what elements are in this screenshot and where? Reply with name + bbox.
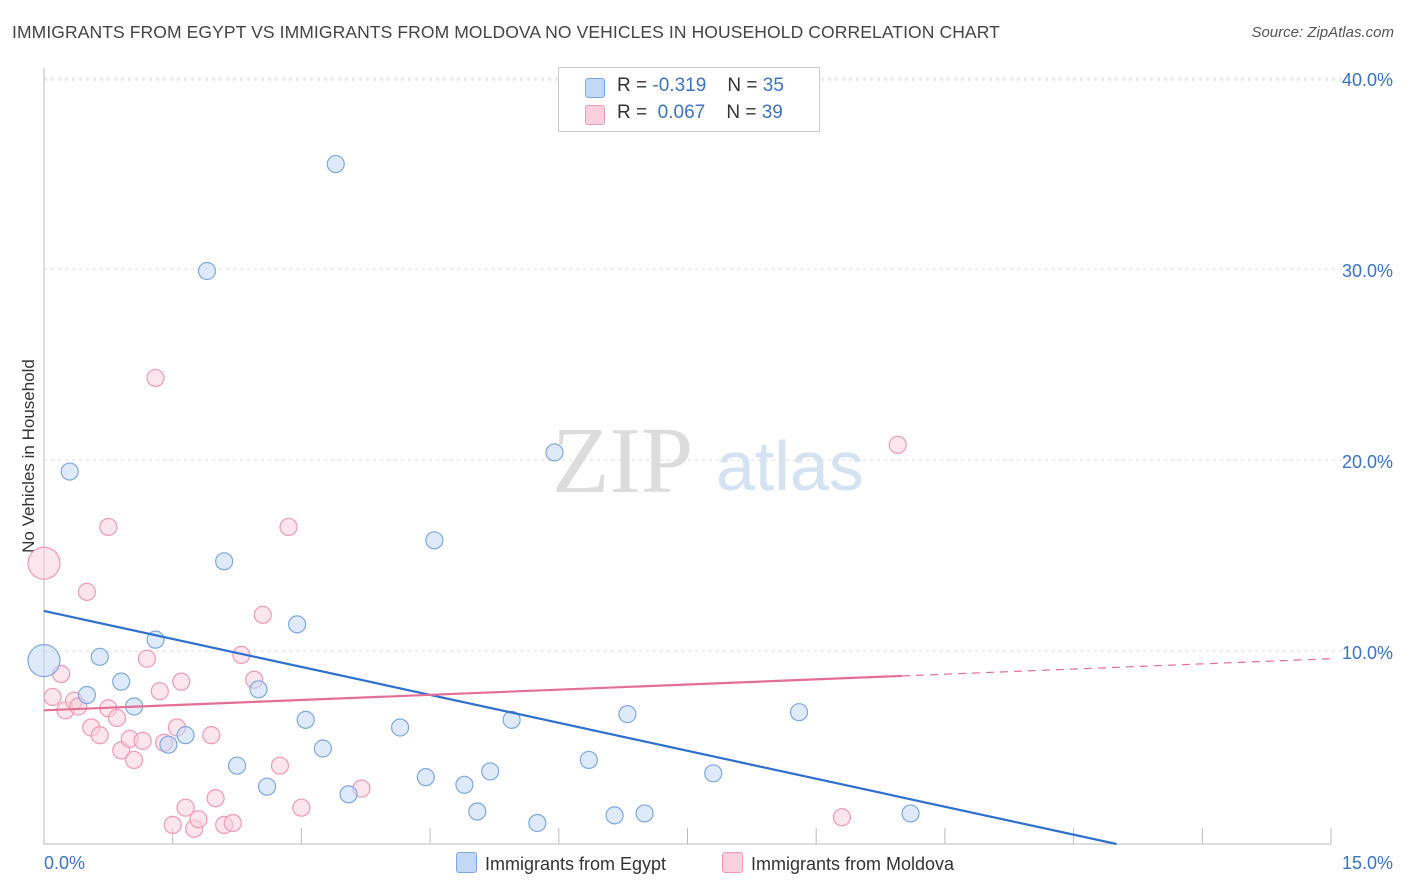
moldova-point: [189, 810, 208, 829]
egypt-point: [579, 750, 598, 770]
egypt-point: [339, 785, 358, 804]
egypt-r-value: -0.319: [652, 75, 707, 96]
x-tick-label-min: 0.0%: [44, 853, 85, 873]
moldova-point: [43, 687, 62, 707]
egypt-point: [455, 775, 474, 794]
moldova-point: [206, 789, 225, 808]
moldova-point: [832, 808, 852, 827]
egypt-point: [112, 672, 131, 691]
egypt-point: [704, 764, 723, 783]
egypt-point: [326, 154, 345, 174]
moldova-point: [146, 368, 165, 388]
egypt-point: [27, 644, 61, 678]
moldova-point: [137, 649, 157, 668]
x-tick-label-max: 15.0%: [1342, 853, 1393, 873]
moldova-point: [176, 798, 195, 817]
chart-title: IMMIGRANTS FROM EGYPT VS IMMIGRANTS FROM…: [12, 22, 1000, 42]
egypt-point: [90, 647, 109, 666]
moldova-point: [77, 582, 97, 601]
egypt-point: [605, 806, 624, 825]
moldova-point: [253, 605, 272, 624]
moldova-point: [90, 726, 109, 745]
watermark-atlas: atlas: [716, 427, 864, 505]
egypt-point: [502, 710, 521, 729]
egypt-point: [618, 705, 637, 724]
egypt-point: [468, 802, 487, 821]
moldova-legend-swatch: [722, 852, 743, 873]
egypt-point: [416, 768, 435, 787]
moldova-point: [124, 750, 144, 770]
y-tick-label: 30.0%: [1342, 261, 1393, 281]
egypt-point: [425, 531, 444, 550]
egypt-point: [901, 804, 920, 823]
egypt-point: [249, 680, 268, 699]
moldova-point: [150, 682, 169, 701]
moldova-r-label: R =: [617, 102, 648, 123]
egypt-point: [159, 735, 178, 754]
trend-lines: [43, 609, 1332, 846]
egypt-point: [257, 777, 277, 796]
bottom-legend-moldova: Immigrants from Moldova: [722, 852, 954, 875]
moldova-point: [107, 708, 127, 728]
egypt-swatch: [585, 78, 605, 98]
moldova-point: [888, 435, 907, 454]
moldova-point: [27, 546, 61, 580]
moldova-point: [172, 672, 191, 691]
egypt-point: [789, 703, 809, 722]
egypt-point: [528, 813, 547, 833]
egypt-point: [390, 718, 410, 737]
moldova-point: [99, 517, 118, 537]
egypt-point: [197, 261, 217, 281]
egypt-point: [481, 762, 500, 781]
egypt-point: [227, 756, 247, 775]
tick-labels: 10.0% 20.0% 30.0% 40.0% 0.0% 15.0%: [44, 70, 1393, 873]
watermark-zip: ZIP: [552, 409, 693, 513]
moldova-swatch: [585, 105, 605, 125]
y-tick-label: 20.0%: [1342, 452, 1393, 472]
bottom-legend-egypt: Immigrants from Egypt: [456, 852, 666, 875]
moldova-trend-line-extension: [901, 658, 1332, 677]
egypt-point: [545, 443, 564, 462]
moldova-point: [133, 731, 152, 750]
y-tick-label: 40.0%: [1342, 70, 1393, 90]
egypt-points: [27, 154, 920, 833]
moldova-legend-label: Immigrants from Moldova: [751, 854, 955, 874]
moldova-point: [163, 815, 182, 835]
egypt-point: [215, 552, 234, 571]
egypt-point: [288, 615, 307, 634]
egypt-legend-label: Immigrants from Egypt: [485, 854, 667, 874]
stats-legend: R = -0.319 N = 35 R = 0.067 N = 39: [558, 67, 820, 132]
moldova-point: [270, 756, 290, 775]
grid: [44, 77, 1394, 652]
egypt-point: [60, 462, 79, 481]
egypt-point: [77, 685, 97, 705]
y-tick-label: 10.0%: [1342, 643, 1393, 663]
moldova-trend-line: [43, 674, 903, 712]
moldova-point: [279, 517, 298, 537]
moldova-r-value: 0.067: [657, 102, 706, 123]
egypt-point: [313, 739, 332, 758]
egypt-n-value: 35: [762, 75, 784, 96]
egypt-trend-line: [43, 609, 1117, 846]
egypt-point: [635, 804, 654, 823]
y-axis-label: No Vehicles in Household: [19, 359, 38, 553]
moldova-n-value: 39: [761, 102, 783, 123]
egypt-n-label: N =: [727, 75, 758, 96]
moldova-point: [292, 798, 311, 817]
moldova-point: [202, 726, 221, 745]
egypt-point: [176, 726, 195, 745]
moldova-point: [223, 813, 242, 833]
source-label: Source: ZipAtlas.com: [1251, 24, 1394, 41]
egypt-r-label: R =: [617, 75, 648, 96]
egypt-legend-swatch: [456, 852, 477, 873]
egypt-point: [296, 710, 315, 729]
moldova-n-label: N =: [726, 102, 757, 123]
watermark: ZIP atlas: [552, 409, 864, 513]
